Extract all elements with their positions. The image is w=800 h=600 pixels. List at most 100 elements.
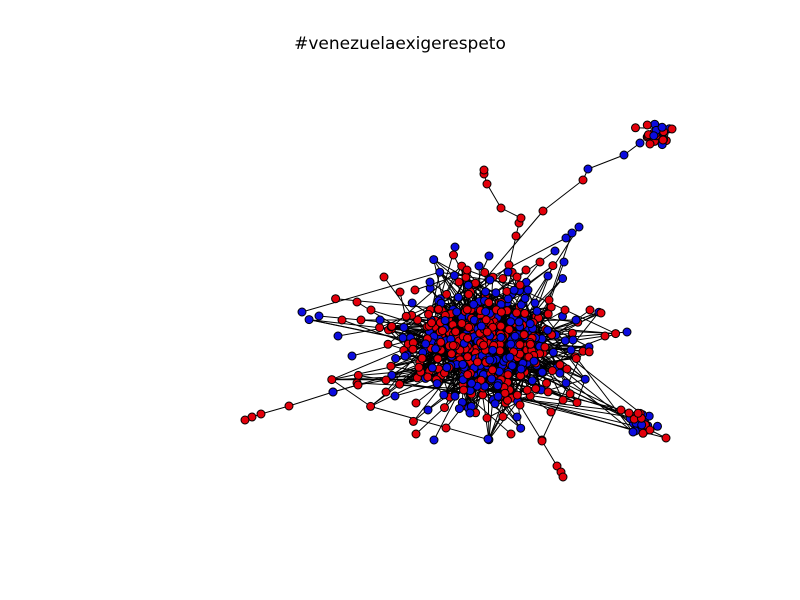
graph-node-red [521, 265, 531, 275]
graph-edge [260, 405, 290, 415]
graph-node-red [538, 206, 548, 216]
graph-node-blue [559, 257, 569, 267]
graph-node-red [410, 285, 420, 295]
graph-node-red [482, 179, 492, 189]
graph-node-red [442, 289, 452, 299]
graph-node-red [327, 375, 337, 385]
graph-node-red [498, 412, 508, 422]
graph-node-red [461, 272, 471, 282]
graph-node-red [506, 429, 516, 439]
graph-node-blue [429, 435, 439, 445]
graph-node-blue [328, 387, 338, 397]
graph-node-blue [398, 333, 408, 343]
graph-node-red [411, 398, 421, 408]
graph-node-blue [390, 391, 400, 401]
graph-node-blue [506, 317, 516, 327]
graph-node-blue [421, 339, 431, 349]
graph-node-red [503, 370, 513, 380]
graph-node-blue [543, 271, 553, 281]
graph-node-red [462, 305, 472, 315]
graph-node-blue [483, 434, 493, 444]
graph-node-red [256, 409, 266, 419]
graph-node-red [408, 344, 418, 354]
graph-node-red [463, 352, 473, 362]
graph-node-red [547, 366, 557, 376]
graph-node-blue [387, 370, 397, 380]
graph-edge [587, 154, 625, 170]
graph-edge [301, 271, 440, 313]
graph-node-red [537, 436, 547, 446]
graph-node-red [488, 365, 497, 375]
graph-node-blue [375, 315, 385, 325]
graph-node-red [401, 311, 411, 321]
graph-node-red [440, 403, 449, 413]
graph-title: #venezuelaexigerespeto [294, 34, 506, 54]
graph-node-red [353, 380, 363, 390]
graph-node-blue [506, 339, 516, 349]
graph-node-blue [450, 391, 460, 401]
graph-node-blue [561, 378, 571, 388]
graph-node-red [447, 349, 456, 359]
graph-node-red [633, 408, 643, 418]
graph-node-blue [567, 228, 577, 238]
graph-node-red [600, 331, 610, 341]
graph-node-red [366, 401, 376, 411]
graph-node-red [496, 203, 506, 213]
graph-node-red [482, 327, 492, 337]
graph-node-red [611, 329, 621, 339]
graph-edge [542, 179, 584, 212]
graph-node-red [434, 304, 443, 314]
graph-node-red [462, 265, 472, 275]
graph-node-red [387, 321, 397, 331]
graph-node-blue [427, 363, 437, 373]
graph-node-blue [649, 131, 659, 141]
graph-node-red [240, 415, 250, 425]
graph-node-blue [432, 379, 442, 389]
graph-node-blue [481, 287, 490, 297]
graph-node-red [585, 305, 595, 315]
graph-node-red [379, 272, 389, 282]
graph-node-blue [454, 404, 464, 414]
graph-node-blue [628, 427, 638, 437]
graph-node-blue [507, 361, 517, 371]
graph-node-blue [452, 307, 462, 317]
graph-node-red [516, 213, 526, 223]
graph-node-blue [297, 307, 307, 317]
graph-node-blue [583, 164, 593, 174]
graph-node-blue [516, 423, 526, 433]
graph-node-blue [560, 336, 570, 346]
graph-node-red [519, 330, 529, 340]
graph-node-red [548, 261, 558, 271]
graph-node-red [544, 295, 554, 305]
graph-node-red [381, 387, 391, 397]
graph-edge [446, 265, 463, 295]
graph-node-red [616, 405, 626, 415]
graph-node-blue [481, 307, 491, 317]
graph-node-red [413, 315, 423, 325]
graph-edge [387, 319, 418, 345]
graph-node-red [457, 319, 467, 328]
graph-node-red [441, 423, 451, 433]
graph-node-red [383, 339, 393, 349]
graph-node-red [496, 321, 506, 331]
graph-node-red [558, 395, 568, 405]
graph-node-red [515, 400, 525, 410]
graph-node-blue [333, 331, 343, 341]
graph-node-red [546, 407, 556, 417]
graph-node-blue [503, 267, 513, 277]
graph-node-red [584, 347, 594, 357]
graph-node-blue [469, 299, 479, 309]
graph-node-blue [532, 306, 542, 316]
graph-node-blue [484, 251, 494, 261]
graph-node-red [417, 353, 427, 363]
graph-node-blue [453, 292, 463, 302]
graph-edge [525, 291, 616, 335]
graph-node-red [480, 268, 490, 277]
node-layer [240, 119, 677, 482]
graph-node-red [631, 123, 640, 133]
graph-node-red [464, 289, 474, 299]
graph-node-red [463, 333, 472, 343]
graph-node-red [381, 375, 391, 385]
graph-node-red [366, 305, 376, 315]
graph-node-blue [425, 277, 435, 287]
